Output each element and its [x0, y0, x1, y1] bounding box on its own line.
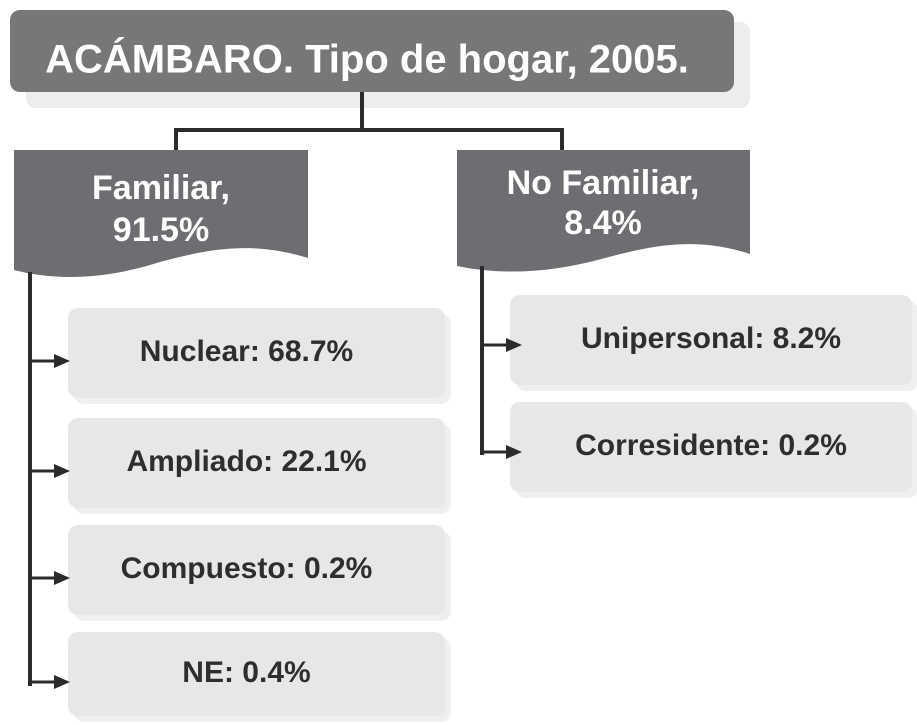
branch-label: Familiar, [92, 169, 230, 207]
arrow-head [506, 445, 522, 459]
arrow-head [54, 675, 70, 689]
child-box [68, 308, 445, 398]
child-label: NE: 0.4% [182, 656, 310, 689]
branch-label: No Familiar, [507, 164, 700, 202]
branch-banner [14, 150, 308, 277]
branch-value: 91.5% [113, 211, 209, 249]
arrow-head [54, 571, 70, 585]
branch-banner [457, 150, 750, 272]
left-children: Nuclear: 68.7% Ampliado: 22.1% Compuesto: … [30, 308, 451, 722]
arrow-head [54, 464, 70, 478]
child-box [68, 525, 445, 615]
arrow-head [54, 354, 70, 368]
child-box [68, 418, 445, 508]
child-label: Compuesto: 0.2% [121, 552, 373, 585]
child-label: Ampliado: 22.1% [126, 445, 366, 478]
child-box [510, 402, 912, 492]
child-label: Corresidente: 0.2% [575, 429, 847, 462]
child-box [510, 295, 912, 385]
arrow-head [506, 338, 522, 352]
child-label: Unipersonal: 8.2% [581, 322, 841, 355]
child-box [68, 632, 445, 716]
branch-value: 8.4% [564, 204, 642, 242]
child-label: Nuclear: 68.7% [140, 335, 353, 368]
title: ACÁMBARO. Tipo de hogar, 2005. [45, 37, 689, 82]
right-children: Unipersonal: 8.2% Corresidente: 0.2% [482, 295, 917, 498]
title-box [10, 10, 734, 92]
connector [174, 92, 564, 152]
